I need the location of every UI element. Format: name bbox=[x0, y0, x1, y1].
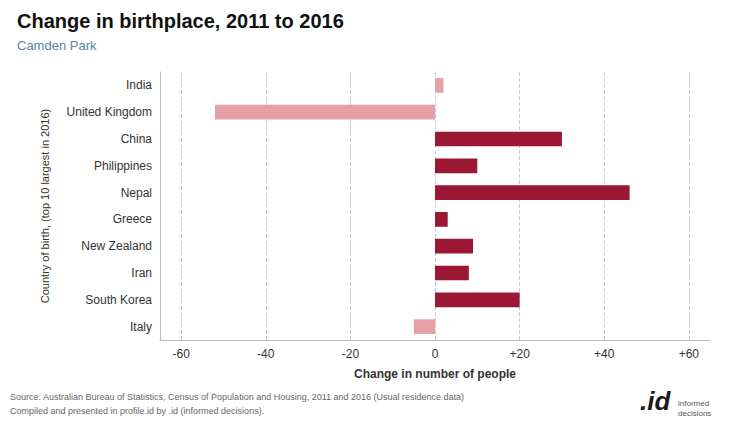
svg-text:Change in birthplace, 2011 to: Change in birthplace, 2011 to 2016 bbox=[17, 10, 344, 32]
svg-text:+60: +60 bbox=[679, 347, 700, 361]
svg-text:Greece: Greece bbox=[113, 212, 153, 226]
svg-text:informed: informed bbox=[678, 399, 709, 408]
svg-text:-40: -40 bbox=[257, 347, 275, 361]
svg-text:South Korea: South Korea bbox=[85, 293, 152, 307]
svg-text:Camden Park: Camden Park bbox=[17, 38, 97, 53]
svg-text:United Kingdom: United Kingdom bbox=[67, 105, 152, 119]
svg-text:+40: +40 bbox=[594, 347, 615, 361]
svg-text:-20: -20 bbox=[342, 347, 360, 361]
svg-text:Nepal: Nepal bbox=[121, 186, 152, 200]
svg-text:.id: .id bbox=[640, 386, 671, 416]
svg-text:Source: Australian Bureau of S: Source: Australian Bureau of Statistics,… bbox=[10, 392, 464, 402]
svg-text:China: China bbox=[121, 132, 153, 146]
svg-text:Change in number of people: Change in number of people bbox=[354, 367, 516, 381]
svg-text:Iran: Iran bbox=[131, 266, 152, 280]
svg-text:India: India bbox=[126, 78, 152, 92]
svg-text:-60: -60 bbox=[172, 347, 190, 361]
svg-text:decisions: decisions bbox=[678, 409, 711, 418]
svg-text:+20: +20 bbox=[509, 347, 530, 361]
svg-text:Compiled and presented in prof: Compiled and presented in profile.id by … bbox=[10, 406, 264, 416]
svg-text:Country of birth, (top 10 larg: Country of birth, (top 10 largest in 201… bbox=[39, 109, 51, 303]
svg-text:Italy: Italy bbox=[130, 320, 152, 334]
svg-text:Philippines: Philippines bbox=[94, 159, 152, 173]
svg-text:0: 0 bbox=[432, 347, 439, 361]
svg-text:New Zealand: New Zealand bbox=[81, 239, 152, 253]
